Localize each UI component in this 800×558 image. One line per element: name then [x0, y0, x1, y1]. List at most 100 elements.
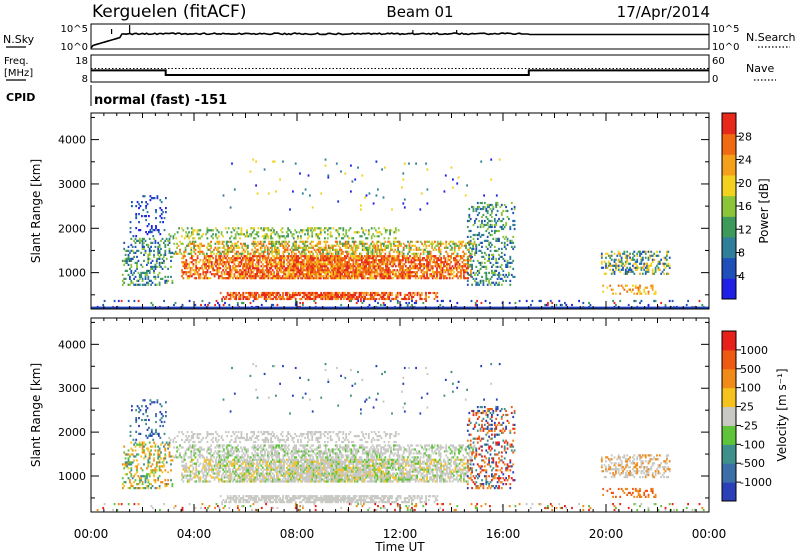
- power-cell: [478, 206, 480, 208]
- power-cell: [285, 271, 287, 273]
- power-cell: [437, 241, 439, 243]
- power-cell: [362, 302, 364, 304]
- power-cell: [414, 294, 416, 296]
- power-cell: [229, 277, 231, 279]
- power-cell: [508, 274, 510, 276]
- power-cell: [446, 267, 448, 269]
- power-cell: [307, 241, 309, 243]
- power-cell: [399, 253, 401, 255]
- power-cell: [467, 236, 469, 238]
- power-cell: [462, 261, 464, 263]
- power-cell: [658, 255, 660, 257]
- power-cell: [498, 218, 500, 220]
- power-cell: [224, 255, 226, 257]
- power-cell: [391, 294, 393, 296]
- power-cell: [158, 231, 160, 233]
- power-cell: [384, 253, 386, 255]
- power-cell: [490, 208, 492, 210]
- power-cell: [226, 243, 228, 245]
- power-cell: [384, 249, 386, 251]
- power-cell: [159, 246, 161, 248]
- power-cell: [327, 277, 329, 279]
- power-cell: [264, 251, 266, 253]
- power-cell: [188, 245, 190, 247]
- power-cell: [263, 271, 265, 273]
- power-cell: [485, 300, 487, 302]
- power-cell: [154, 197, 156, 199]
- power-cell: [340, 227, 342, 229]
- power-cell: [394, 269, 396, 271]
- power-cell: [260, 227, 262, 229]
- power-cell: [547, 302, 549, 304]
- power-cell: [212, 233, 214, 235]
- velocity-cell: [249, 459, 251, 461]
- power-cell: [142, 266, 144, 268]
- power-cell: [333, 263, 335, 265]
- power-cell: [452, 186, 454, 188]
- power-cell: [223, 296, 225, 298]
- power-cell: [340, 304, 342, 306]
- power-cell: [212, 237, 214, 239]
- power-cell: [235, 227, 237, 229]
- power-cell: [232, 243, 234, 245]
- velocity-cell: [184, 459, 186, 461]
- power-cell: [153, 256, 155, 258]
- power-cell: [419, 296, 421, 298]
- power-cell: [372, 241, 374, 243]
- power-cell: [235, 235, 237, 237]
- power-cell: [181, 235, 183, 237]
- power-cell: [248, 298, 250, 300]
- power-cell: [478, 220, 480, 222]
- power-cell: [132, 250, 134, 252]
- power-cell: [144, 195, 146, 197]
- power-cell: [624, 253, 626, 255]
- power-cell: [135, 238, 137, 240]
- power-cell: [317, 255, 319, 257]
- power-cell: [261, 296, 263, 298]
- power-cell: [258, 265, 260, 267]
- power-cell: [297, 267, 299, 269]
- power-cell: [501, 284, 503, 286]
- power-cell: [159, 233, 161, 235]
- power-cell: [259, 257, 261, 259]
- power-cell: [191, 275, 193, 277]
- power-cell: [251, 269, 253, 271]
- power-cell: [336, 249, 338, 251]
- power-cell: [473, 210, 475, 212]
- power-cell: [449, 259, 451, 261]
- velocity-cell: [255, 480, 257, 482]
- power-cell: [118, 300, 120, 302]
- power-cell: [430, 257, 432, 259]
- power-cell: [316, 292, 318, 294]
- power-cell: [442, 300, 444, 302]
- power-cell: [266, 245, 268, 247]
- power-cell: [461, 243, 463, 245]
- power-cell: [504, 226, 506, 228]
- power-cell: [147, 262, 149, 264]
- nsearch-tick-bottom: 10^0: [712, 42, 739, 53]
- power-cell: [425, 292, 427, 294]
- power-cell: [295, 241, 297, 243]
- power-cell: [160, 248, 162, 250]
- power-cell: [477, 214, 479, 216]
- power-cell: [316, 245, 318, 247]
- power-cell: [460, 273, 462, 275]
- power-cell: [156, 260, 158, 262]
- power-cell: [440, 253, 442, 255]
- power-cell: [612, 289, 614, 291]
- power-cell: [145, 250, 147, 252]
- power-cell: [246, 233, 248, 235]
- power-cell: [372, 257, 374, 259]
- velocity-cell: [183, 461, 185, 463]
- power-cell: [376, 243, 378, 245]
- power-cell: [423, 263, 425, 265]
- power-cell: [454, 251, 456, 253]
- power-cell: [429, 292, 431, 294]
- power-cell: [418, 277, 420, 279]
- power-cell: [405, 261, 407, 263]
- power-cell: [276, 255, 278, 257]
- power-cell: [410, 247, 412, 249]
- power-cell: [374, 235, 376, 237]
- power-cell: [135, 270, 137, 272]
- velocity-cell: [191, 465, 193, 467]
